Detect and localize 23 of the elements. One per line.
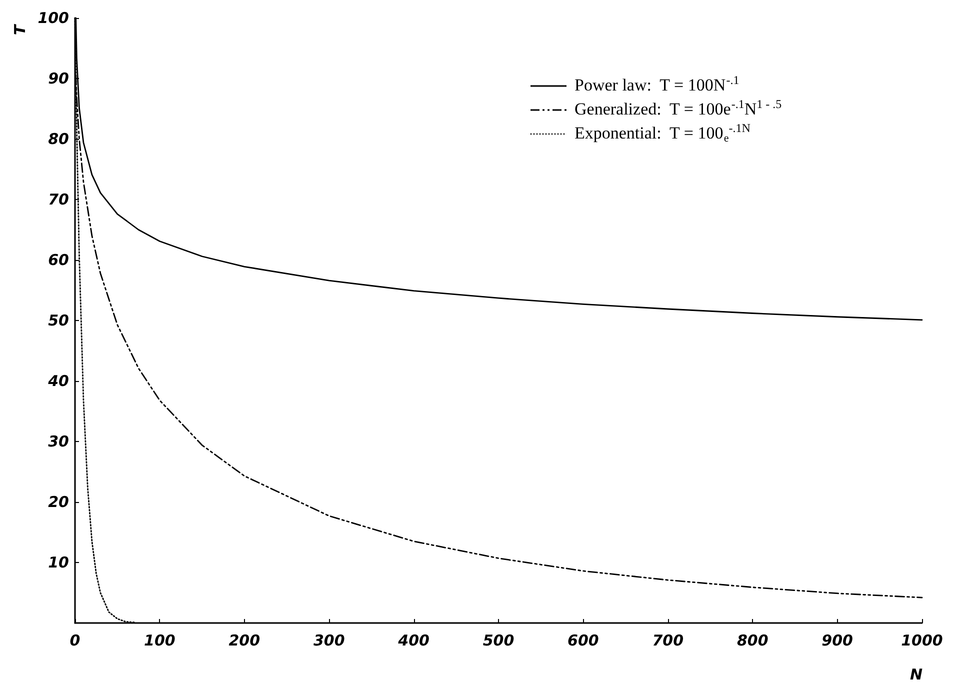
y-tick-label: 40 (47, 372, 69, 390)
x-tick-label: 1000 (901, 632, 943, 650)
y-tick-label: 60 (48, 251, 69, 269)
x-tick-label: 200 (228, 632, 260, 650)
x-tick-label: 900 (822, 632, 853, 650)
x-tick-label: 800 (736, 632, 768, 650)
x-tick-label: 700 (652, 632, 684, 650)
y-tick-label: 20 (48, 493, 69, 511)
y-tick-label: 100 (38, 9, 69, 27)
x-tick-label: 100 (144, 632, 176, 650)
x-tick-label: 500 (482, 632, 514, 650)
x-tick-label: 300 (313, 632, 345, 650)
y-tick-label: 90 (48, 70, 69, 88)
y-tick-label: 50 (48, 312, 69, 330)
x-tick-label: 600 (568, 632, 599, 650)
x-tick-label: 400 (397, 632, 430, 650)
y-tick-label: 80 (48, 130, 69, 148)
y-tick-label: 30 (48, 432, 69, 450)
x-axis-title: N (910, 666, 923, 684)
y-tick-label: 70 (48, 190, 69, 208)
x-tick-label: 0 (70, 632, 80, 650)
y-tick-label: 10 (48, 554, 69, 572)
y-axis-title: T (11, 23, 29, 36)
